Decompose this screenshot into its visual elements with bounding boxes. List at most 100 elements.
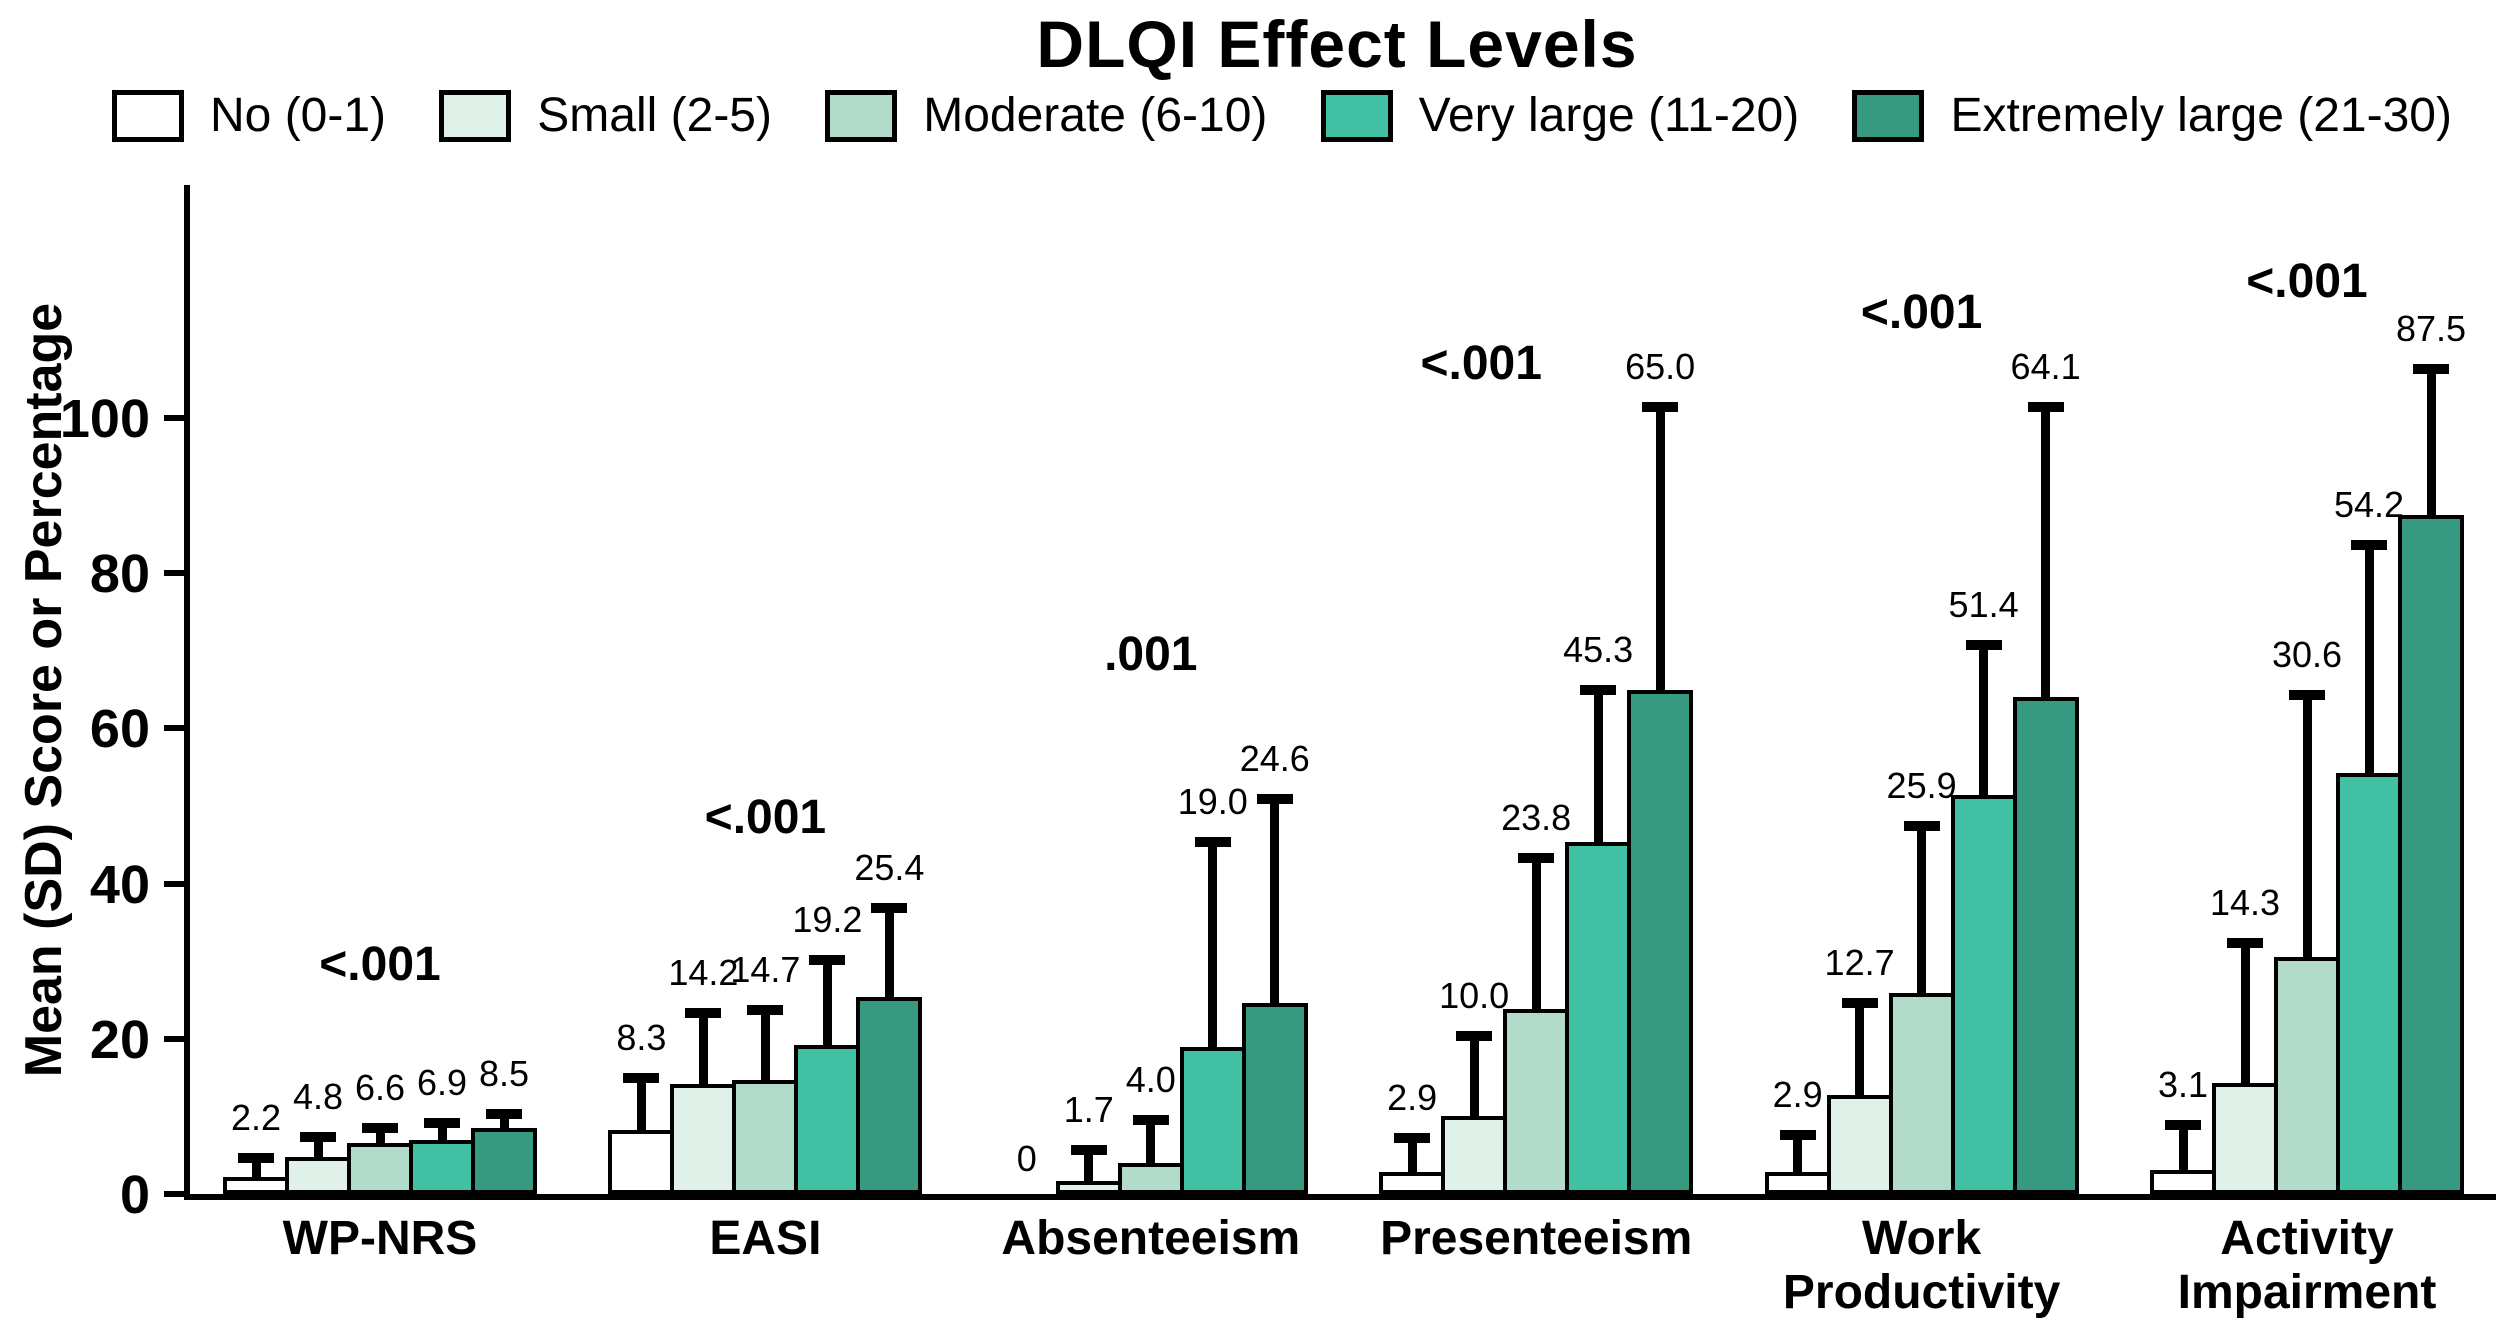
error-bar-line bbox=[1208, 836, 1218, 1049]
x-category-label: EASI bbox=[573, 1212, 958, 1266]
bar bbox=[670, 1083, 737, 1194]
y-tick-mark bbox=[164, 1191, 190, 1197]
bar-group-presenteeism: 2.9 10.0 23.8 45.3 65.0 bbox=[1379, 185, 1695, 1194]
error-bar-cap bbox=[1194, 836, 1231, 847]
bar-value-label: 4.0 bbox=[1125, 1058, 1176, 1100]
legend-swatch bbox=[1320, 89, 1393, 142]
bar-value-label: 12.7 bbox=[1824, 941, 1895, 983]
y-tick-label: 80 bbox=[89, 544, 150, 605]
y-tick-mark bbox=[164, 880, 190, 887]
bar-group-wp-nrs: 2.2 4.8 6.6 6.9 8.5 bbox=[223, 185, 537, 1194]
error-bar-cap bbox=[747, 1004, 784, 1015]
x-category-label-line: Productivity bbox=[1782, 1266, 2061, 1319]
bar-value-label: 14.2 bbox=[668, 951, 739, 993]
error-bar-line bbox=[2240, 937, 2250, 1086]
error-bar-line bbox=[2178, 1120, 2188, 1172]
error-bar-cap bbox=[871, 902, 908, 913]
chart-title: DLQI Effect Levels bbox=[1036, 7, 1638, 81]
bar-value-label: 2.9 bbox=[1387, 1076, 1438, 1118]
error-bar-cap bbox=[238, 1152, 274, 1163]
error-bar-cap bbox=[1580, 684, 1617, 695]
bar-value-label: 64.1 bbox=[2010, 346, 2081, 388]
y-tick-mark bbox=[164, 725, 190, 732]
bar bbox=[2274, 956, 2340, 1194]
error-bar-line bbox=[1855, 997, 1865, 1098]
error-bar-cap bbox=[1456, 1031, 1493, 1042]
error-bar-cap bbox=[1070, 1145, 1107, 1156]
error-bar-cap bbox=[1518, 852, 1555, 863]
legend-label: Moderate (6-10) bbox=[923, 89, 1268, 142]
x-category-label: Presenteeism bbox=[1344, 1212, 1729, 1266]
bar bbox=[1565, 842, 1632, 1194]
bar bbox=[732, 1079, 799, 1194]
x-category-label-line: Activity bbox=[2220, 1212, 2394, 1265]
x-category-label-line: Presenteeism bbox=[1380, 1212, 1693, 1265]
bar bbox=[856, 996, 923, 1194]
bar-value-label: 65.0 bbox=[1625, 346, 1696, 388]
legend-swatch bbox=[112, 89, 184, 142]
error-bar-line bbox=[1270, 794, 1280, 1006]
error-bar-cap bbox=[1903, 821, 1940, 832]
legend-swatch bbox=[439, 89, 512, 142]
p-value-label: <.001 bbox=[2246, 255, 2368, 309]
error-bar-line bbox=[499, 1109, 509, 1131]
error-bar-cap bbox=[300, 1131, 336, 1142]
error-bar-line bbox=[1146, 1114, 1156, 1165]
error-bar-cap bbox=[1256, 794, 1293, 805]
bar bbox=[1117, 1162, 1184, 1194]
bar bbox=[1179, 1046, 1246, 1194]
bar-value-label: 3.1 bbox=[2157, 1064, 2209, 1106]
p-value-label: .001 bbox=[1104, 627, 1198, 681]
x-category-label: Work Productivity bbox=[1729, 1212, 2114, 1320]
y-tick-mark bbox=[164, 570, 190, 577]
bar-value-label: 4.8 bbox=[292, 1075, 344, 1117]
bar-group-easi: 8.3 14.2 14.7 19.2 25.4 bbox=[608, 185, 924, 1194]
legend-swatch bbox=[1852, 89, 1925, 142]
bar bbox=[2398, 514, 2464, 1194]
legend-item: Extremely large (21-30) bbox=[1852, 88, 2452, 143]
bar-value-label: 19.0 bbox=[1177, 780, 1248, 822]
bar bbox=[1888, 992, 1955, 1194]
bar bbox=[1764, 1171, 1831, 1194]
legend-item: Moderate (6-10) bbox=[825, 88, 1267, 143]
error-bar-cap bbox=[685, 1007, 722, 1018]
bar-value-label: 19.2 bbox=[792, 898, 863, 940]
p-value-label: <.001 bbox=[319, 938, 441, 992]
legend-label: Very large (11-20) bbox=[1418, 89, 1800, 142]
legend-item: Small (2-5) bbox=[439, 88, 772, 143]
error-bar-cap bbox=[1394, 1132, 1431, 1143]
x-category-label: WP-NRS bbox=[188, 1212, 573, 1266]
error-bar-line bbox=[2364, 539, 2374, 776]
error-bar-cap bbox=[623, 1072, 660, 1083]
bar-value-label: 2.9 bbox=[1772, 1074, 1823, 1116]
error-bar-cap bbox=[2413, 363, 2449, 374]
x-category-label-line: Work bbox=[1862, 1212, 1982, 1265]
legend-item: No (0-1) bbox=[112, 88, 386, 143]
y-tick-mark bbox=[164, 1035, 190, 1042]
error-bar-line bbox=[1655, 402, 1665, 692]
y-tick-label: 40 bbox=[89, 854, 150, 915]
bar bbox=[2012, 696, 2079, 1194]
error-bar-line bbox=[884, 902, 894, 999]
bar bbox=[2150, 1169, 2216, 1194]
x-category-label-line: Absenteeism bbox=[1001, 1212, 1301, 1265]
y-tick-label: 60 bbox=[89, 699, 150, 760]
bar-group-absenteeism: 0 1.7 4.0 19.0 24.6 bbox=[994, 185, 1310, 1194]
bar-value-label: 14.3 bbox=[2209, 881, 2281, 923]
y-tick-label: 100 bbox=[59, 388, 150, 449]
bar-value-label: 8.3 bbox=[616, 1016, 667, 1058]
error-bar-line bbox=[2302, 689, 2312, 959]
bar bbox=[2212, 1083, 2278, 1194]
y-tick-mark bbox=[164, 414, 190, 421]
bar-value-label: 23.8 bbox=[1501, 796, 1572, 838]
bar bbox=[2336, 773, 2402, 1194]
bar bbox=[1503, 1009, 1570, 1194]
y-tick-label: 0 bbox=[119, 1165, 150, 1225]
bar-value-label: 1.7 bbox=[1063, 1089, 1114, 1131]
bar-value-label: 51.4 bbox=[1948, 583, 2019, 625]
error-bar-cap bbox=[362, 1122, 398, 1133]
legend-label: Small (2-5) bbox=[537, 89, 772, 142]
error-bar-cap bbox=[809, 954, 846, 965]
bar bbox=[1826, 1095, 1893, 1194]
bar-group-work-productivity: 2.9 12.7 25.9 51.4 64.1 bbox=[1764, 185, 2081, 1194]
